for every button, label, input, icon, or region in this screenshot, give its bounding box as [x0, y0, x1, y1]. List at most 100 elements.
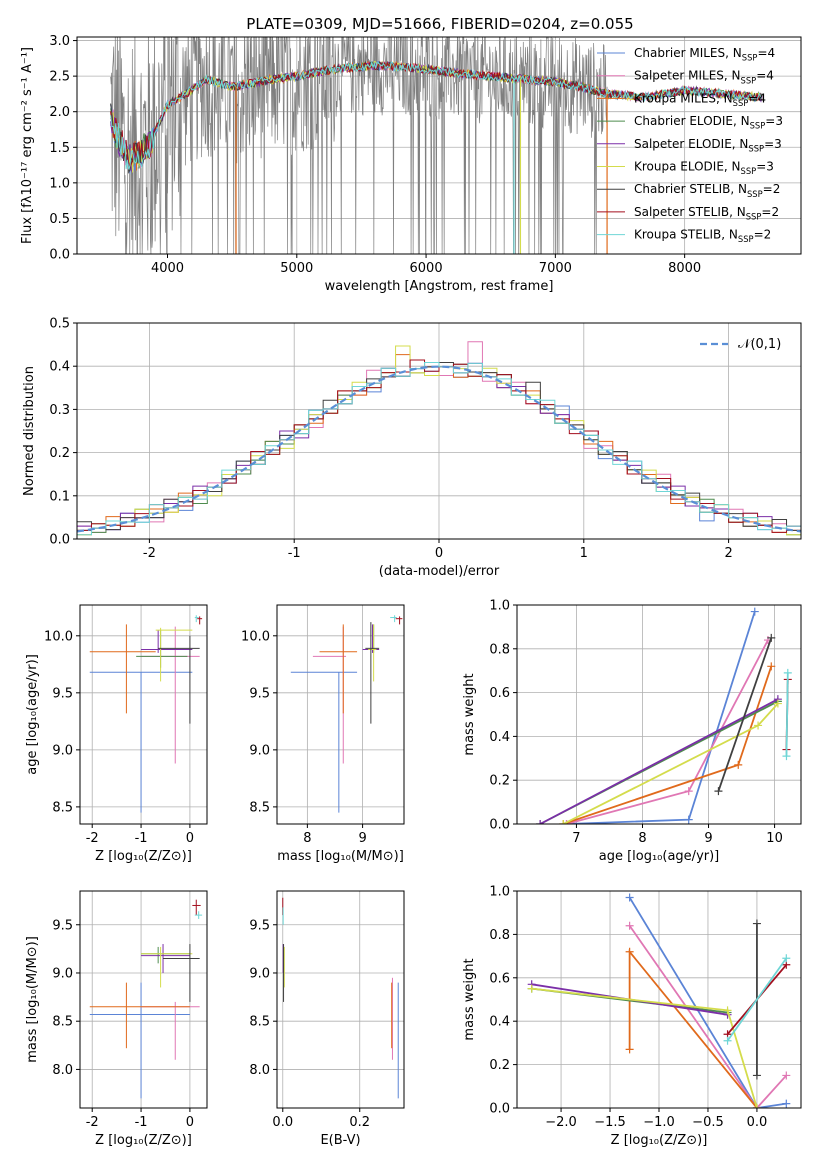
weight-vs-age-plot-area [536, 607, 792, 824]
data-point [290, 671, 358, 813]
spectrum-legend: Chabrier MILES, NSSP=4 Salpeter MILES, NS… [597, 46, 783, 244]
y-tick-label: 0.4 [49, 360, 70, 375]
data-point [89, 671, 193, 813]
y-tick-label: 1.0 [489, 885, 510, 900]
age-vs-mass-grid [277, 605, 404, 824]
x-tick-label: -2 [86, 831, 99, 846]
y-tick-label: 0.4 [489, 1015, 510, 1030]
weight-point-marker [752, 1104, 761, 1108]
legend-label: Kroupa ELODIE, NSSP=3 [634, 160, 774, 177]
y-tick-label: 0.2 [489, 774, 510, 789]
data-point [192, 899, 201, 916]
weight-vs-Z-frame: −2.0 −1.5 −1.0 −0.5 0.0 0.0 0.2 0.4 0.6 0.8 1.0 Z [… [462, 885, 802, 1148]
x-tick-label: −1.0 [643, 1115, 675, 1130]
residuals-xlabel: (data-model)/error [379, 564, 500, 579]
mass-vs-EBV-xlabel: E(B-V) [320, 1133, 360, 1148]
y-tick-label: 9.5 [52, 918, 73, 933]
x-tick-label: 0.2 [349, 1115, 370, 1130]
y-tick-label: 10.0 [44, 629, 73, 644]
y-tick-label: 0.0 [49, 248, 70, 263]
y-tick-label: 0.5 [49, 212, 70, 227]
data-point [365, 622, 380, 724]
weight-point-marker [754, 721, 763, 730]
spectrum-ylabel: Flux [fλ10⁻¹⁷ erg cm⁻² s⁻¹ A⁻¹] [20, 47, 35, 244]
legend-label: Kroupa STELIB, NSSP=2 [634, 228, 771, 245]
legend-label: Chabrier MILES, NSSP=4 [634, 46, 775, 63]
x-tick-label: 0 [186, 1115, 194, 1130]
age-vs-mass-xlabel: mass [log₁₀(M/M⊙)] [277, 849, 404, 864]
age-vs-Z-frame: -2 -1 0 8.5 9.0 9.5 10.0 Z [log₁₀(Z/Z⊙)] age [lo… [25, 604, 208, 864]
weight-vs-age-border [516, 604, 802, 825]
x-tick-label: -2 [86, 1115, 99, 1130]
data-point [141, 626, 200, 764]
data-point [89, 982, 190, 1099]
age-vs-Z-plot-area [89, 615, 203, 813]
y-tick-label: 0.8 [489, 928, 510, 943]
y-tick-label: 8.5 [52, 1015, 73, 1030]
weight-point-marker [782, 954, 791, 963]
residuals-frame: -2 -1 0 1 2 0.0 0.1 0.2 0.3 0.4 0.5 (data-model)/er… [22, 317, 802, 579]
weight-series-line [628, 925, 787, 1108]
legend-label: Salpeter ELODIE, NSSP=3 [634, 137, 782, 154]
mass-vs-Z-border [79, 890, 208, 1109]
residuals-ylabel: Normed distribution [22, 366, 37, 496]
weight-point-marker [723, 1036, 732, 1045]
x-tick-label: 0.0 [272, 1115, 293, 1130]
x-tick-label: -1 [288, 546, 301, 561]
weight-point-marker [684, 787, 693, 796]
y-tick-label: 9.0 [249, 966, 270, 981]
weight-point-marker [723, 1006, 732, 1015]
weight-point-marker [625, 1045, 634, 1054]
y-tick-label: 9.5 [249, 918, 270, 933]
age-vs-mass-border [276, 604, 405, 825]
y-tick-label: 0.6 [489, 971, 510, 986]
mass-vs-EBV-plot-area [282, 897, 399, 1099]
weight-point-marker [752, 919, 761, 928]
weight-point-marker [752, 1071, 761, 1080]
y-tick-label: 9.0 [52, 743, 73, 758]
y-tick-label: 9.5 [52, 686, 73, 701]
x-tick-label: −0.5 [692, 1115, 724, 1130]
spectrum-frame: 4000 5000 6000 7000 8000 0.0 0.5 1.0 1.5 2.0 2.5 3.… [20, 34, 802, 294]
weight-point-marker [625, 947, 634, 956]
weight-point-marker [782, 752, 791, 761]
age-vs-Z-axes: -2 -1 0 8.5 9.0 9.5 10.0 Z [log₁₀(Z/Z⊙)] age [lo… [25, 604, 208, 864]
y-tick-label: 0.6 [489, 686, 510, 701]
y-tick-label: 1.0 [49, 176, 70, 191]
data-point [141, 946, 193, 988]
weight-series-line [785, 672, 789, 757]
weight-point-marker [536, 820, 545, 824]
y-tick-label: 9.0 [249, 743, 270, 758]
weight-point-marker [625, 893, 634, 902]
data-point [197, 616, 203, 625]
y-tick-label: 0.3 [49, 403, 70, 418]
gaussian-reference-line [77, 365, 801, 533]
x-tick-label: 6000 [410, 261, 443, 276]
model-spectrum-line [110, 60, 763, 170]
age-vs-Z-grid [80, 605, 207, 824]
residual-histogram [77, 362, 801, 536]
weight-point-marker [559, 820, 568, 824]
weight-point-marker [750, 607, 759, 616]
legend-label: Salpeter STELIB, NSSP=2 [634, 205, 779, 222]
y-tick-label: 8.0 [52, 1063, 73, 1078]
x-tick-label: 1 [580, 546, 588, 561]
weight-vs-Z-axes: −2.0 −1.5 −1.0 −0.5 0.0 0.0 0.2 0.4 0.6 0.8 1.0 Z [… [462, 885, 802, 1148]
y-tick-label: 8.0 [249, 1063, 270, 1078]
x-tick-label: 0 [186, 831, 194, 846]
weight-series-line [539, 698, 779, 824]
y-tick-label: 1.0 [489, 599, 510, 614]
residual-histogram [77, 359, 801, 533]
mass-vs-EBV-grid [277, 891, 404, 1108]
age-vs-mass-axes: 8 9 8.5 9.0 9.5 10.0 mass [log₁₀(M/M⊙)] [241, 604, 405, 864]
age-vs-mass-plot-area [290, 615, 403, 813]
mass-vs-Z-axes: -2 -1 0 8.0 8.5 9.0 9.5 Z [log₁₀(Z/Z⊙)] mass [lo… [25, 890, 208, 1148]
data-point [368, 624, 377, 682]
weight-series-line [531, 987, 758, 1108]
x-tick-label: -1 [135, 831, 148, 846]
y-tick-label: 2.5 [49, 70, 70, 85]
y-tick-label: 0.2 [489, 1058, 510, 1073]
y-tick-label: 8.5 [249, 800, 270, 815]
weight-vs-age-ylabel: mass weight [462, 673, 477, 755]
